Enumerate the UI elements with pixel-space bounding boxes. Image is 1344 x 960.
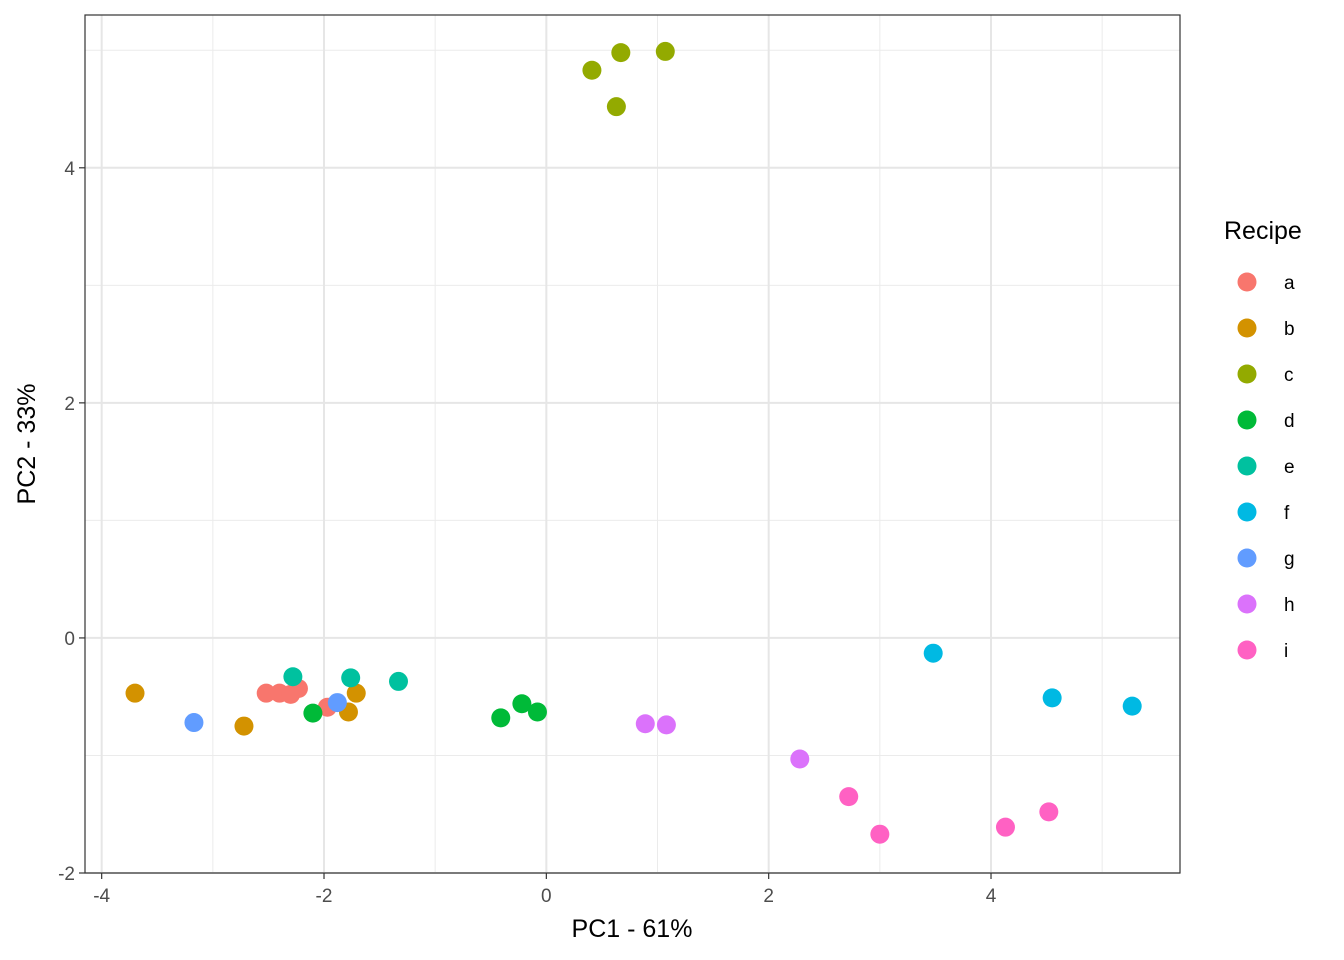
legend-key-h bbox=[1237, 594, 1257, 614]
data-point-g bbox=[184, 713, 204, 733]
x-axis-title: PC1 - 61% bbox=[572, 915, 693, 943]
legend-label-f: f bbox=[1284, 503, 1290, 524]
data-point-b bbox=[125, 683, 145, 703]
data-point-d bbox=[491, 708, 511, 728]
legend: Recipe a b c d e f g h i bbox=[1224, 217, 1302, 662]
data-point-b bbox=[234, 716, 254, 736]
data-point-c bbox=[582, 60, 602, 80]
data-point-f bbox=[923, 643, 943, 663]
x-tick-label: -4 bbox=[93, 886, 110, 907]
data-point-i bbox=[1039, 802, 1059, 822]
legend-key-g bbox=[1237, 548, 1257, 568]
data-point-h bbox=[656, 715, 676, 735]
legend-label-e: e bbox=[1284, 457, 1295, 478]
legend-key-f bbox=[1237, 502, 1257, 522]
data-point-e bbox=[341, 668, 361, 688]
data-point-a bbox=[256, 683, 276, 703]
legend-key-i bbox=[1237, 640, 1257, 660]
data-point-d bbox=[527, 702, 547, 722]
y-axis-title: PC2 - 33% bbox=[13, 384, 41, 505]
x-tick-label: 4 bbox=[986, 886, 997, 907]
y-tick-label: 0 bbox=[64, 629, 75, 650]
x-tick-label: -2 bbox=[316, 886, 333, 907]
legend-label-b: b bbox=[1284, 319, 1295, 340]
legend-label-i: i bbox=[1284, 641, 1288, 662]
data-point-f bbox=[1122, 696, 1142, 716]
data-point-c bbox=[606, 97, 626, 117]
data-points bbox=[125, 41, 1142, 844]
legend-label-a: a bbox=[1284, 273, 1295, 294]
data-point-h bbox=[790, 749, 810, 769]
data-point-g bbox=[327, 693, 347, 713]
legend-key-b bbox=[1237, 318, 1257, 338]
data-point-b bbox=[346, 683, 366, 703]
data-point-e bbox=[388, 671, 408, 691]
data-point-h bbox=[635, 714, 655, 734]
legend-label-c: c bbox=[1284, 365, 1294, 386]
data-point-e bbox=[283, 667, 303, 687]
data-point-d bbox=[303, 703, 323, 723]
data-point-i bbox=[839, 787, 859, 807]
legend-label-g: g bbox=[1284, 549, 1295, 570]
y-tick-label: 2 bbox=[64, 394, 75, 415]
y-tick-label: 4 bbox=[64, 159, 75, 180]
legend-key-c bbox=[1237, 364, 1257, 384]
data-point-i bbox=[995, 817, 1015, 837]
legend-key-a bbox=[1237, 272, 1257, 292]
y-tick-label: -2 bbox=[58, 864, 75, 885]
axes: -4 -2 0 2 4 -2 0 2 4 bbox=[58, 159, 997, 907]
data-point-d bbox=[512, 694, 532, 714]
x-tick-label: 2 bbox=[763, 886, 774, 907]
panel-border bbox=[84, 14, 1181, 874]
legend-title: Recipe bbox=[1224, 217, 1302, 245]
data-point-i bbox=[870, 824, 890, 844]
x-tick-label: 0 bbox=[541, 886, 552, 907]
data-point-c bbox=[655, 41, 675, 61]
grid-lines bbox=[85, 15, 1180, 874]
data-point-f bbox=[1042, 688, 1062, 708]
legend-label-d: d bbox=[1284, 411, 1295, 432]
panel-background bbox=[85, 15, 1180, 873]
legend-key-d bbox=[1237, 410, 1257, 430]
legend-key-e bbox=[1237, 456, 1257, 476]
legend-label-h: h bbox=[1284, 595, 1295, 616]
data-point-c bbox=[611, 43, 631, 63]
